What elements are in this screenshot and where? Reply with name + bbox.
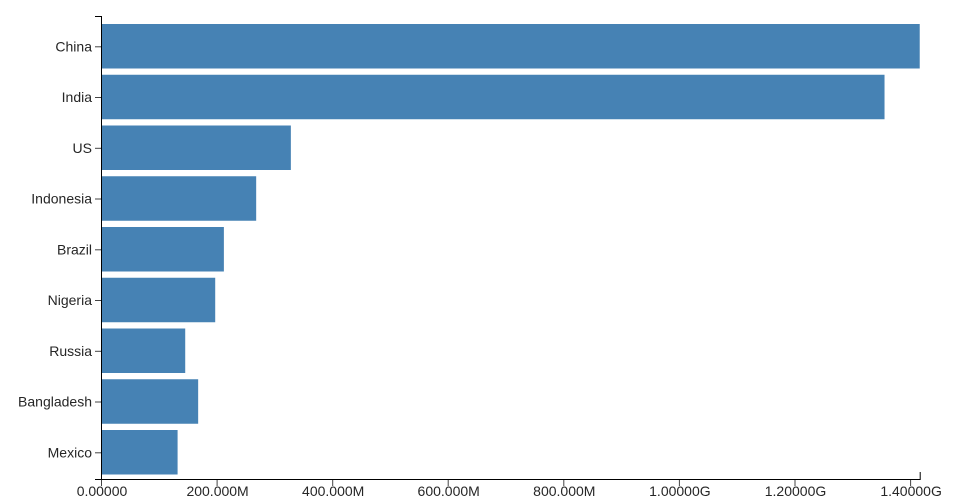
x-tick-label: 400.000M xyxy=(302,483,364,499)
bar-bangladesh xyxy=(102,379,199,424)
bar-nigeria xyxy=(102,277,216,323)
bar-russia xyxy=(102,328,186,373)
bar-us xyxy=(102,125,291,170)
y-tick-label-russia: Russia xyxy=(49,343,92,359)
y-tick-label-us: US xyxy=(73,140,92,156)
y-tick-label-bangladesh: Bangladesh xyxy=(18,394,92,410)
y-tick-label-indonesia: Indonesia xyxy=(31,191,92,207)
bar-india xyxy=(102,74,885,120)
y-tick-label-nigeria: Nigeria xyxy=(48,292,93,308)
x-tick-label: 1.20000G xyxy=(765,483,827,499)
bar-brazil xyxy=(102,227,224,272)
y-tick-label-brazil: Brazil xyxy=(57,241,92,257)
bar-indonesia xyxy=(102,176,257,221)
x-tick-label: 200.000M xyxy=(186,483,248,499)
bar-mexico xyxy=(102,430,178,475)
x-tick-label: 1.40000G xyxy=(880,483,942,499)
bar-china xyxy=(102,24,920,69)
x-tick-label: 1.00000G xyxy=(649,483,711,499)
x-axis-domain xyxy=(101,472,921,480)
y-tick-label-china: China xyxy=(55,38,92,54)
y-axis-domain xyxy=(95,16,102,480)
y-tick-label-india: India xyxy=(62,89,93,105)
y-tick-label-mexico: Mexico xyxy=(48,444,93,460)
x-tick-label: 800.000M xyxy=(533,483,595,499)
x-tick-label: 600.000M xyxy=(418,483,480,499)
x-tick-label: 0.00000 xyxy=(77,483,128,499)
